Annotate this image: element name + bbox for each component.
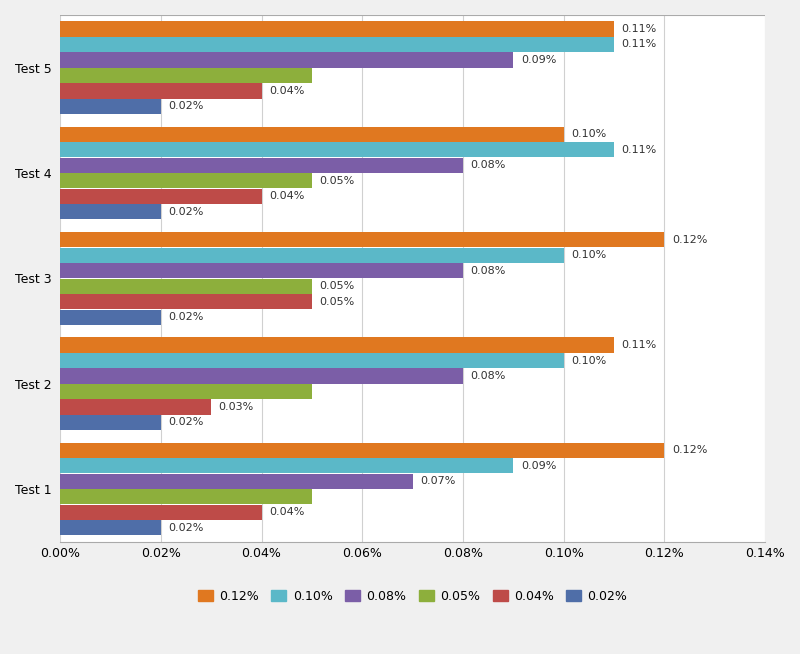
- Text: 0.10%: 0.10%: [571, 250, 606, 260]
- Bar: [60, 189, 262, 204]
- Bar: [60, 294, 312, 309]
- Bar: [60, 473, 413, 489]
- Legend: 0.12%, 0.10%, 0.08%, 0.05%, 0.04%, 0.02%: 0.12%, 0.10%, 0.08%, 0.05%, 0.04%, 0.02%: [193, 585, 632, 608]
- Bar: [60, 142, 614, 158]
- Bar: [60, 368, 463, 384]
- Text: 0.11%: 0.11%: [622, 39, 657, 50]
- Text: 0.02%: 0.02%: [168, 207, 204, 216]
- Text: 0.04%: 0.04%: [269, 191, 305, 201]
- Text: 0.10%: 0.10%: [571, 129, 606, 139]
- Bar: [60, 458, 514, 473]
- Text: 0.04%: 0.04%: [269, 86, 305, 96]
- Text: 0.10%: 0.10%: [571, 356, 606, 366]
- Bar: [60, 337, 614, 353]
- Text: 0.11%: 0.11%: [622, 340, 657, 350]
- Bar: [60, 173, 312, 188]
- Bar: [60, 505, 262, 520]
- Text: 0.11%: 0.11%: [622, 145, 657, 155]
- Text: 0.03%: 0.03%: [218, 402, 254, 412]
- Text: 0.11%: 0.11%: [622, 24, 657, 34]
- Bar: [60, 37, 614, 52]
- Text: 0.05%: 0.05%: [319, 281, 354, 291]
- Bar: [60, 204, 161, 219]
- Bar: [60, 127, 564, 142]
- Bar: [60, 52, 514, 67]
- Bar: [60, 353, 564, 368]
- Bar: [60, 415, 161, 430]
- Bar: [60, 22, 614, 37]
- Bar: [60, 443, 665, 458]
- Text: 0.02%: 0.02%: [168, 417, 204, 428]
- Text: 0.07%: 0.07%: [420, 476, 455, 487]
- Bar: [60, 232, 665, 247]
- Text: 0.05%: 0.05%: [319, 297, 354, 307]
- Bar: [60, 384, 312, 399]
- Text: 0.08%: 0.08%: [470, 160, 506, 170]
- Text: 0.04%: 0.04%: [269, 508, 305, 517]
- Bar: [60, 83, 262, 99]
- Text: 0.05%: 0.05%: [319, 176, 354, 186]
- Bar: [60, 263, 463, 278]
- Bar: [60, 309, 161, 325]
- Text: 0.02%: 0.02%: [168, 101, 204, 111]
- Bar: [60, 68, 312, 83]
- Bar: [60, 158, 463, 173]
- Text: 0.08%: 0.08%: [470, 266, 506, 275]
- Bar: [60, 521, 161, 536]
- Bar: [60, 489, 312, 504]
- Text: 0.02%: 0.02%: [168, 312, 204, 322]
- Bar: [60, 99, 161, 114]
- Text: 0.09%: 0.09%: [521, 55, 556, 65]
- Text: 0.02%: 0.02%: [168, 523, 204, 533]
- Text: 0.08%: 0.08%: [470, 371, 506, 381]
- Bar: [60, 279, 312, 294]
- Text: 0.09%: 0.09%: [521, 461, 556, 471]
- Text: 0.12%: 0.12%: [672, 235, 707, 245]
- Bar: [60, 248, 564, 263]
- Text: 0.12%: 0.12%: [672, 445, 707, 455]
- Bar: [60, 400, 211, 415]
